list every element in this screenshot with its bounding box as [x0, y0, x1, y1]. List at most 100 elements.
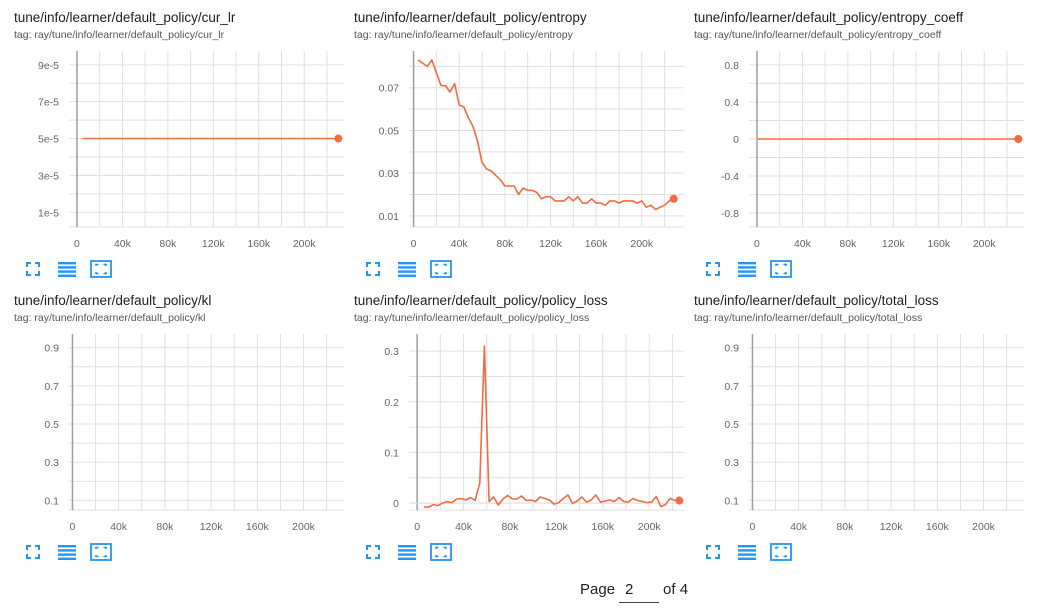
chart-card-total-loss: tune/info/learner/default_policy/total_l…	[694, 283, 1034, 565]
x-tick-label: 0	[70, 521, 76, 533]
chart-title: tune/info/learner/default_policy/policy_…	[354, 293, 608, 308]
fit-domain-icon[interactable]	[770, 260, 792, 278]
fullscreen-icon[interactable]	[702, 543, 724, 561]
chart-title: tune/info/learner/default_policy/entropy…	[694, 10, 964, 25]
x-tick-label: 200k	[292, 521, 316, 533]
x-tick-label: 80k	[839, 238, 857, 250]
fullscreen-icon[interactable]	[362, 543, 384, 561]
line-chart[interactable]: 0.07 0.05 0.03 0.01 0 40k 80k 120k 160k 200k	[354, 45, 694, 263]
x-tick-label: 120k	[539, 238, 563, 250]
x-tick-label: 80k	[496, 238, 514, 250]
y-tick-label: 0.3	[44, 457, 59, 469]
y-tick-label: 0.7	[724, 381, 739, 393]
y-tick-label: -0.8	[721, 208, 739, 220]
x-tick-label: 0	[754, 238, 760, 250]
data-table-icon[interactable]	[56, 260, 78, 278]
chart-controls	[22, 542, 112, 562]
line-chart[interactable]: 0.9 0.7 0.5 0.3 0.1 0 40k 80k 120k 160k 200k	[14, 328, 354, 546]
y-tick-label: 9e-5	[38, 60, 59, 72]
x-tick-label: 80k	[836, 521, 854, 533]
chart-tag: tag: ray/tune/info/learner/default_polic…	[354, 29, 573, 41]
chart-controls	[702, 259, 792, 279]
y-tick-label: 0.8	[724, 60, 739, 72]
last-point-marker	[1014, 135, 1023, 143]
data-table-icon[interactable]	[396, 260, 418, 278]
pager-suffix: of 4	[663, 581, 689, 598]
x-tick-label: 80k	[156, 521, 174, 533]
chart-tag: tag: ray/tune/info/learner/default_polic…	[14, 312, 206, 324]
data-table-icon[interactable]	[736, 260, 758, 278]
chart-controls	[22, 259, 112, 279]
y-tick-label: 0.5	[724, 419, 739, 431]
y-tick-label: -0.4	[721, 171, 739, 183]
y-tick-label: 0.7	[44, 381, 59, 393]
y-tick-label: 0.05	[379, 125, 400, 137]
x-tick-label: 40k	[790, 521, 808, 533]
x-tick-label: 160k	[926, 521, 950, 533]
y-tick-label: 5e-5	[38, 134, 59, 146]
y-tick-label: 0.1	[384, 447, 399, 459]
chart-controls	[702, 542, 792, 562]
y-tick-label: 1e-5	[38, 207, 59, 219]
chart-tag: tag: ray/tune/info/learner/default_polic…	[14, 29, 225, 41]
x-tick-label: 120k	[545, 521, 569, 533]
x-tick-label: 40k	[451, 238, 469, 250]
fit-domain-icon[interactable]	[770, 543, 792, 561]
chart-card-cur-lr: tune/info/learner/default_policy/cur_lr …	[14, 0, 354, 282]
y-tick-label: 3e-5	[38, 170, 59, 182]
fullscreen-icon[interactable]	[22, 543, 44, 561]
data-table-icon[interactable]	[396, 543, 418, 561]
series-line	[424, 345, 680, 508]
fit-domain-icon[interactable]	[430, 543, 452, 561]
x-tick-label: 80k	[159, 238, 177, 250]
x-tick-label: 200k	[630, 238, 654, 250]
series-line	[417, 59, 675, 211]
line-chart[interactable]: 0.3 0.2 0.1 0 0 40k 80k 120k 160k 200k	[354, 328, 694, 546]
last-point-marker	[334, 134, 343, 143]
y-tick-label: 0.1	[44, 495, 59, 507]
x-tick-label: 160k	[585, 238, 609, 250]
data-table-icon[interactable]	[56, 543, 78, 561]
chart-title: tune/info/learner/default_policy/entropy	[354, 10, 587, 25]
chart-title: tune/info/learner/default_policy/cur_lr	[14, 10, 236, 25]
chart-controls	[362, 542, 452, 562]
chart-card-policy-loss: tune/info/learner/default_policy/policy_…	[354, 283, 694, 565]
line-chart[interactable]: 9e-5 7e-5 5e-5 3e-5 1e-5 0 40k 80k 120k 160k 200k	[14, 45, 354, 263]
fit-domain-icon[interactable]	[90, 543, 112, 561]
x-tick-label: 200k	[638, 521, 662, 533]
chart-tag: tag: ray/tune/info/learner/default_polic…	[694, 312, 923, 324]
page-number-input[interactable]	[619, 575, 660, 603]
fullscreen-icon[interactable]	[362, 260, 384, 278]
y-tick-label: 0	[393, 498, 399, 510]
last-point-marker	[675, 496, 684, 505]
fit-domain-icon[interactable]	[90, 260, 112, 278]
x-tick-label: 0	[74, 238, 80, 250]
y-tick-label: 0.03	[379, 168, 400, 180]
x-tick-label: 40k	[455, 521, 473, 533]
x-tick-label: 40k	[110, 521, 128, 533]
x-tick-label: 40k	[114, 238, 132, 250]
line-chart[interactable]: 0.8 0.4 0 -0.4 -0.8 0 40k 80k 120k 160k 200k	[694, 45, 1034, 263]
fullscreen-icon[interactable]	[702, 260, 724, 278]
y-tick-label: 0.4	[724, 97, 739, 109]
fit-domain-icon[interactable]	[430, 260, 452, 278]
x-tick-label: 0	[750, 521, 756, 533]
line-chart[interactable]: 0.9 0.7 0.5 0.3 0.1 0 40k 80k 120k 160k 200k	[694, 328, 1034, 546]
y-tick-label: 0.07	[379, 83, 400, 95]
pagination: Page of 4	[580, 575, 688, 603]
chart-controls	[362, 259, 452, 279]
chart-card-kl: tune/info/learner/default_policy/kl tag:…	[14, 283, 354, 565]
x-tick-label: 160k	[927, 238, 951, 250]
y-tick-label: 0.1	[724, 495, 739, 507]
x-tick-label: 160k	[591, 521, 615, 533]
x-tick-label: 120k	[200, 521, 224, 533]
fullscreen-icon[interactable]	[22, 260, 44, 278]
data-table-icon[interactable]	[736, 543, 758, 561]
x-tick-label: 0	[414, 521, 420, 533]
x-tick-label: 0	[411, 238, 417, 250]
chart-tag: tag: ray/tune/info/learner/default_polic…	[694, 29, 942, 41]
x-tick-label: 200k	[973, 238, 997, 250]
x-tick-label: 200k	[293, 238, 317, 250]
x-tick-label: 120k	[202, 238, 226, 250]
y-tick-label: 0.2	[384, 397, 399, 409]
